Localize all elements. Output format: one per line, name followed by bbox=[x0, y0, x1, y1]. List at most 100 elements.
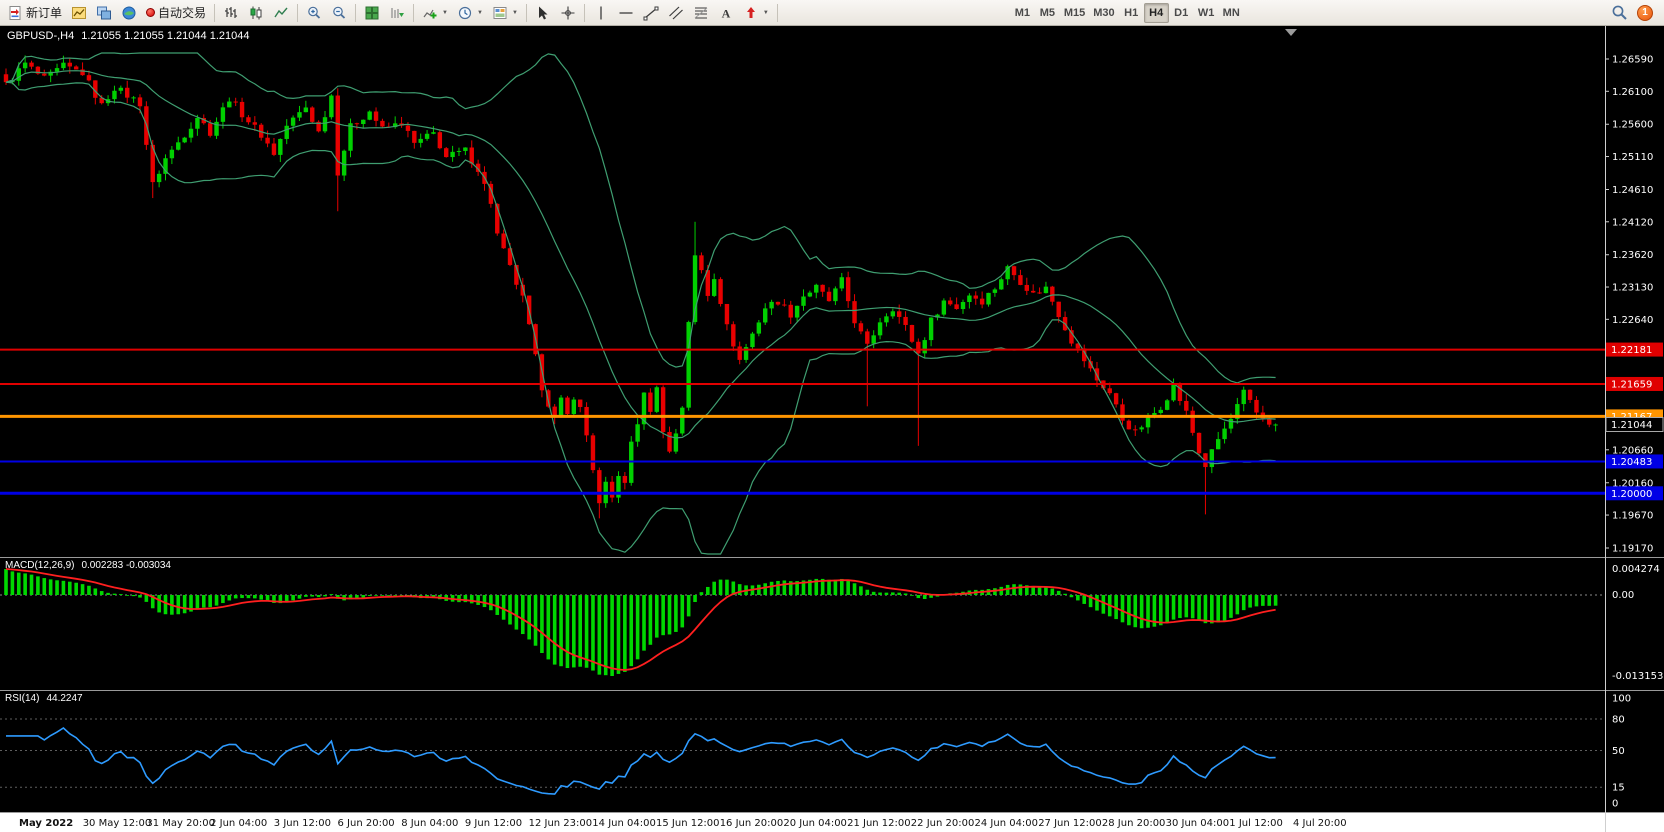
time-axis-label: 21 Jun 12:00 bbox=[847, 818, 911, 829]
zoom-in-button[interactable] bbox=[302, 2, 326, 24]
timeframe-w1-button[interactable]: W1 bbox=[1197, 6, 1215, 19]
timeframe-d1-button[interactable]: D1 bbox=[1174, 6, 1189, 19]
time-axis-label: 14 Jun 04:00 bbox=[592, 818, 656, 829]
profiles-button[interactable] bbox=[92, 2, 116, 24]
community-button[interactable] bbox=[117, 2, 141, 24]
level-price-label: 1.20000 bbox=[1611, 489, 1652, 500]
new-chart-button[interactable] bbox=[67, 2, 91, 24]
time-axis-label: May 2022 bbox=[19, 818, 73, 829]
fibonacci-button[interactable] bbox=[689, 2, 713, 24]
time-axis-label: 28 Jun 20:00 bbox=[1102, 818, 1166, 829]
toolbar-separator bbox=[776, 3, 778, 22]
chevron-down-icon: ▼ bbox=[511, 9, 518, 16]
price-tick-label: 1.25110 bbox=[1612, 152, 1653, 163]
search-icon[interactable] bbox=[1611, 4, 1628, 21]
cursor-button[interactable] bbox=[531, 2, 555, 24]
profiles-icon bbox=[97, 6, 112, 19]
timeframe-h1-button[interactable]: H1 bbox=[1124, 6, 1139, 19]
indicators-button[interactable]: ▼ bbox=[418, 2, 452, 24]
macd-layer bbox=[4, 568, 1278, 676]
price-tick-label: 1.22640 bbox=[1612, 315, 1653, 326]
zoom-out-icon bbox=[333, 6, 346, 19]
horizontal-line-button[interactable] bbox=[614, 2, 638, 24]
autotrading-button[interactable]: 自动交易 bbox=[142, 2, 210, 24]
candles-layer bbox=[3, 55, 1278, 519]
new-order-button[interactable]: 新订单 bbox=[3, 2, 66, 24]
level-price-label: 1.20483 bbox=[1611, 457, 1652, 468]
periods-button[interactable]: ▼ bbox=[453, 2, 487, 24]
time-axis-label: 24 Jun 04:00 bbox=[975, 818, 1039, 829]
arrows-button[interactable]: ▼ bbox=[739, 2, 773, 24]
time-axis-label: 27 Jun 12:00 bbox=[1038, 818, 1102, 829]
trendline-button[interactable] bbox=[639, 2, 663, 24]
indicators-icon bbox=[423, 9, 437, 18]
chevron-down-icon: ▼ bbox=[476, 9, 483, 16]
new-chart-icon bbox=[72, 6, 87, 19]
time-axis-label: 30 May 12:00 bbox=[83, 818, 152, 829]
clock-icon bbox=[458, 6, 472, 19]
chart-area[interactable]: 1.26590 1.26100 1.25600 1.25110 1.24610 1.241… bbox=[0, 26, 1664, 832]
timeframe-group: M1 M5 M15 M30 H1 H4 D1 W1 MN bbox=[1010, 2, 1244, 23]
zoom-in-icon bbox=[308, 6, 321, 19]
channel-icon bbox=[668, 6, 683, 19]
time-axis-label: 8 Jun 04:00 bbox=[401, 818, 458, 829]
chart-shift-marker bbox=[1285, 29, 1297, 36]
time-axis-label: 20 Jun 04:00 bbox=[783, 818, 847, 829]
new-order-label: 新订单 bbox=[26, 6, 63, 20]
line-chart-icon bbox=[274, 7, 288, 17]
crosshair-icon bbox=[561, 6, 575, 19]
time-axis-label: 16 Jun 20:00 bbox=[720, 818, 784, 829]
vertical-line-button[interactable] bbox=[589, 2, 613, 24]
chart-shift-button[interactable] bbox=[385, 2, 409, 24]
price-tick-label: 1.24120 bbox=[1612, 217, 1653, 228]
toolbar-separator bbox=[525, 3, 527, 22]
channel-button[interactable] bbox=[664, 2, 688, 24]
time-axis-label: 31 May 20:00 bbox=[146, 818, 215, 829]
candlestick-chart-button[interactable] bbox=[244, 2, 268, 24]
chevron-down-icon: ▼ bbox=[762, 9, 769, 16]
text-label-button[interactable]: A bbox=[714, 2, 738, 24]
timeframe-m30-button[interactable]: M30 bbox=[1093, 6, 1115, 19]
templates-button[interactable]: ▼ bbox=[488, 2, 522, 24]
chart-shift-icon bbox=[391, 7, 405, 18]
price-tick-label: 1.23620 bbox=[1612, 250, 1653, 261]
axes-layer: 1.26590 1.26100 1.25600 1.25110 1.24610 1.241… bbox=[0, 26, 1664, 832]
autotrading-status-icon bbox=[146, 8, 156, 17]
timeframe-m5-button[interactable]: M5 bbox=[1039, 6, 1055, 19]
price-tick-label: 1.26590 bbox=[1612, 55, 1653, 66]
toolbar-separator bbox=[297, 3, 299, 22]
timeframe-mn-button[interactable]: MN bbox=[1222, 6, 1240, 19]
tile-windows-button[interactable] bbox=[360, 2, 384, 24]
rsi-axis-label: 15 bbox=[1612, 783, 1625, 794]
bollinger-bands bbox=[5, 52, 1276, 555]
toolbar-separator bbox=[413, 3, 415, 22]
trendline-icon bbox=[643, 6, 659, 20]
price-tick-label: 1.23130 bbox=[1612, 283, 1653, 294]
rsi-axis-label: 80 bbox=[1612, 715, 1625, 726]
price-tick-label: 1.19670 bbox=[1612, 511, 1653, 522]
rsi-axis-label: 100 bbox=[1612, 694, 1631, 705]
notification-badge[interactable]: 1 bbox=[1637, 4, 1653, 21]
timeframe-m1-button[interactable]: M1 bbox=[1014, 6, 1030, 19]
rsi-axis-label: 0 bbox=[1612, 799, 1618, 810]
time-axis-label: 30 Jun 04:00 bbox=[1166, 818, 1230, 829]
line-chart-button[interactable] bbox=[269, 2, 293, 24]
toolbar-separator bbox=[355, 3, 357, 22]
macd-axis-label: 0.00 bbox=[1612, 590, 1634, 601]
toolbar-separator bbox=[214, 3, 216, 22]
timeframe-m15-button[interactable]: M15 bbox=[1063, 6, 1086, 19]
vertical-line-icon bbox=[600, 6, 602, 19]
price-chart[interactable]: 1.26590 1.26100 1.25600 1.25110 1.24610 1.241… bbox=[0, 26, 1664, 832]
autotrading-label: 自动交易 bbox=[158, 6, 207, 20]
toolbar-separator bbox=[583, 3, 585, 22]
price-tick-label: 1.20160 bbox=[1612, 478, 1653, 489]
time-axis-label: 12 Jun 23:00 bbox=[529, 818, 593, 829]
time-axis-label: 22 Jun 20:00 bbox=[911, 818, 975, 829]
grid-lines bbox=[0, 29, 1605, 788]
horizontal-line-icon bbox=[619, 11, 633, 14]
crosshair-button[interactable] bbox=[556, 2, 580, 24]
timeframe-h4-button[interactable]: H4 bbox=[1143, 2, 1169, 23]
community-globe-icon bbox=[122, 6, 136, 19]
bar-chart-button[interactable] bbox=[219, 2, 243, 24]
zoom-out-button[interactable] bbox=[327, 2, 351, 24]
